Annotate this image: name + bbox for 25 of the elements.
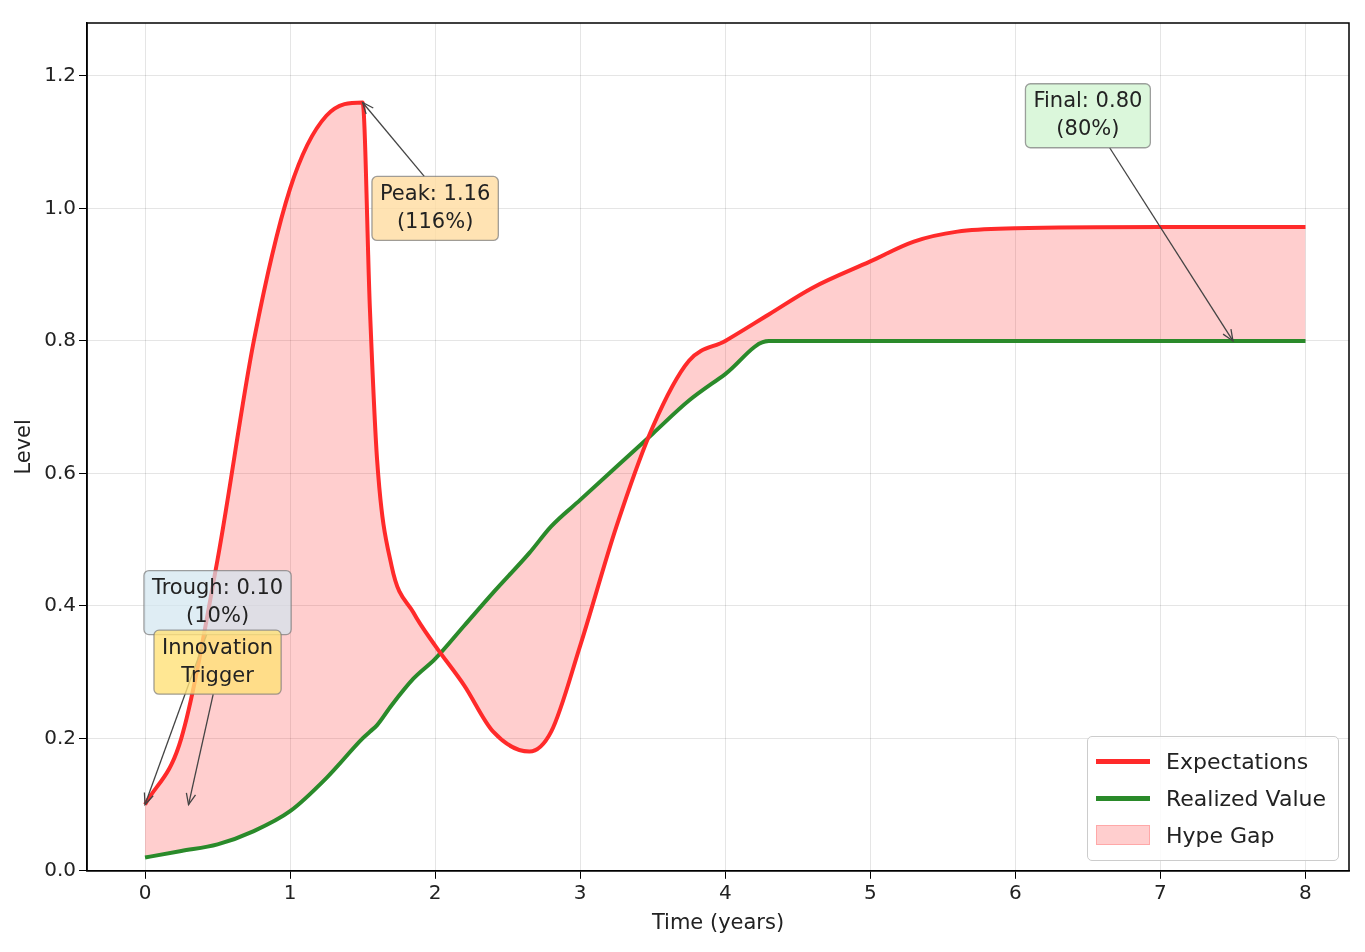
x-tick-label: 5 bbox=[863, 880, 877, 904]
annotation: Trough: 0.10 (10%) bbox=[150, 575, 284, 627]
x-tick-label: 0 bbox=[138, 880, 152, 904]
y-tick-label: 0.2 bbox=[44, 724, 77, 749]
annotation: Final: 0.80 (80%) bbox=[1033, 88, 1143, 141]
annotation: Peak: 1.16 (116%) bbox=[379, 180, 491, 233]
x-tick-label: 3 bbox=[573, 880, 587, 904]
annotation: Innovation Trigger bbox=[161, 634, 274, 687]
y-tick-label: 0.6 bbox=[44, 459, 77, 484]
x-tick-label: 6 bbox=[1009, 880, 1022, 904]
x-tick-label: 8 bbox=[1299, 880, 1312, 904]
legend-label: Expectations bbox=[1166, 748, 1309, 774]
x-axis-title: Time (years) bbox=[650, 909, 785, 934]
x-tick-label: 1 bbox=[283, 880, 297, 904]
y-tick-label: 1.2 bbox=[44, 62, 77, 87]
y-axis-title: Level bbox=[11, 419, 36, 475]
y-tick-label: 0.4 bbox=[44, 592, 77, 617]
x-tick-label: 4 bbox=[718, 880, 732, 904]
y-tick-label: 0.8 bbox=[44, 327, 77, 352]
annotation: Hype Gap bbox=[1166, 822, 1275, 848]
y-tick-label: 1.0 bbox=[44, 194, 77, 219]
legend-label: Realized Value bbox=[1166, 785, 1326, 811]
x-tick-label: 7 bbox=[1154, 880, 1167, 904]
y-tick-label: 0.0 bbox=[44, 857, 77, 881]
x-tick-label: 2 bbox=[428, 880, 442, 904]
